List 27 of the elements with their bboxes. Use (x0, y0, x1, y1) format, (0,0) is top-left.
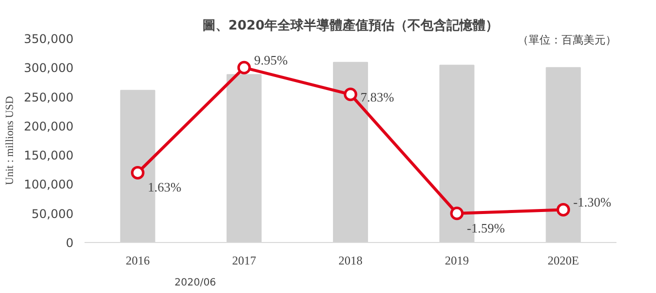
text: 2020/06 (174, 278, 216, 288)
x-tick-label: 2020E (548, 254, 579, 268)
chart-title: 圖、2020年全球半導體產值預估（不包含記憶體） (202, 18, 499, 34)
data-label: -1.59% (466, 220, 505, 236)
y-tick-label: 250,000 (24, 90, 74, 104)
x-tick-label: 2016 (126, 254, 150, 268)
y-tick-label: 350,000 (24, 32, 74, 46)
point (237, 60, 251, 74)
data-label: 1.63% (148, 180, 182, 195)
y-tick-label: 300,000 (24, 61, 74, 76)
y-tick-label: 50,000 (32, 206, 74, 221)
point (556, 202, 570, 216)
data-label: -1.30% (573, 194, 612, 210)
point (344, 88, 358, 102)
y-tick-label: 200,000 (24, 119, 74, 134)
chart-subtitle: （單位：百萬美元） (518, 34, 616, 46)
y-tick-label: 150,000 (24, 148, 74, 163)
data-label: 7.83% (360, 89, 394, 104)
point (130, 166, 144, 180)
data-label: 9.95% (254, 52, 288, 68)
x-tick-label: 2018 (338, 254, 362, 268)
y-tick-label: 100,000 (24, 178, 74, 192)
x-tick-label: 2017 (232, 254, 256, 268)
y-tick-label: 0 (66, 236, 74, 250)
x-tick-label: 2019 (444, 254, 469, 268)
point (450, 206, 464, 220)
y-axis-title: Unit : millions USD (4, 96, 16, 185)
